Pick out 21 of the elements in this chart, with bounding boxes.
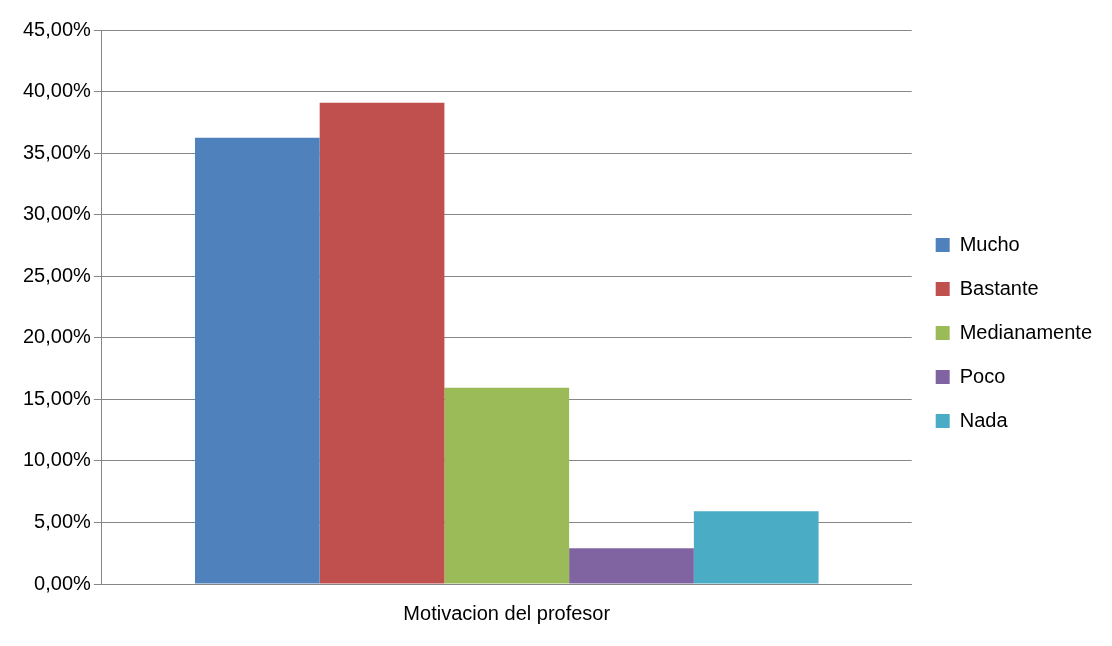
bar (194, 137, 320, 584)
y-tick-label: 0,00% (34, 571, 92, 594)
y-tick-label: 35,00% (22, 140, 92, 163)
y-tick-label: 20,00% (22, 325, 92, 348)
bar (319, 102, 445, 584)
y-tick-label: 45,00% (22, 17, 92, 40)
legend-label: Poco (959, 364, 1006, 387)
legend-label: Mucho (959, 232, 1020, 255)
y-tick-label: 25,00% (22, 263, 92, 286)
y-tick-label: 10,00% (22, 448, 92, 471)
x-tick-label: Motivacion del profesor (403, 601, 611, 624)
legend-label: Bastante (959, 276, 1039, 299)
y-tick-label: 5,00% (34, 509, 92, 532)
y-tick-label: 40,00% (22, 79, 92, 102)
bar (693, 511, 819, 584)
legend-label: Nada (959, 408, 1009, 431)
y-tick-label: 30,00% (22, 202, 92, 225)
legend-label: Medianamente (959, 320, 1093, 343)
y-tick-label: 15,00% (22, 386, 92, 409)
bar (569, 548, 694, 584)
bar (444, 387, 570, 584)
